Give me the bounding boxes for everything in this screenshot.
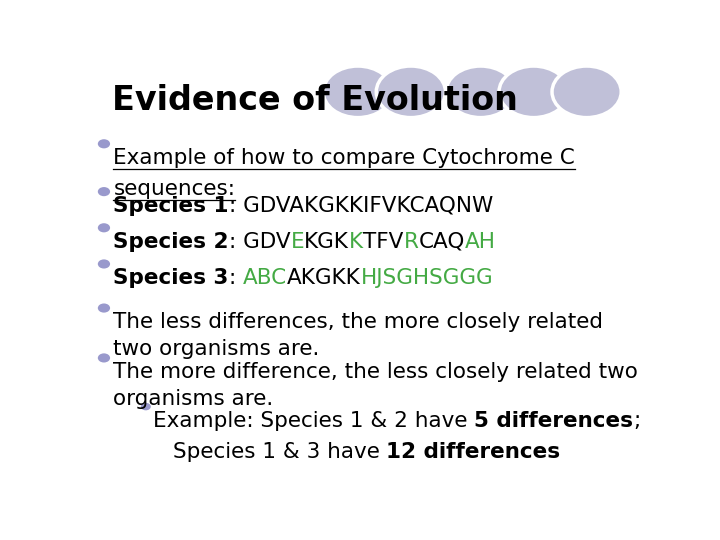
Circle shape bbox=[552, 66, 621, 118]
Text: Species 1: Species 1 bbox=[114, 196, 229, 216]
Text: HJSGHSGGG: HJSGHSGGG bbox=[361, 268, 493, 288]
Text: Evidence of Evolution: Evidence of Evolution bbox=[112, 84, 518, 117]
Circle shape bbox=[98, 353, 110, 362]
Text: KGK: KGK bbox=[304, 232, 349, 252]
Text: The more difference, the less closely related two
organisms are.: The more difference, the less closely re… bbox=[114, 362, 639, 409]
Text: : GDVAKGKKIFVKCAQNW: : GDVAKGKKIFVKCAQNW bbox=[229, 196, 493, 216]
Circle shape bbox=[98, 303, 110, 313]
Text: K: K bbox=[349, 232, 363, 252]
Text: TFV: TFV bbox=[363, 232, 404, 252]
Text: :: : bbox=[229, 268, 243, 288]
Text: sequences:: sequences: bbox=[114, 179, 235, 199]
Text: E: E bbox=[291, 232, 304, 252]
Circle shape bbox=[323, 66, 392, 118]
Circle shape bbox=[98, 259, 110, 268]
Text: 5 differences: 5 differences bbox=[474, 411, 634, 431]
Text: The less differences, the more closely related
two organisms are.: The less differences, the more closely r… bbox=[114, 312, 603, 360]
Text: Species 1 & 3 have: Species 1 & 3 have bbox=[173, 442, 387, 462]
Text: Example of how to compare Cytochrome C: Example of how to compare Cytochrome C bbox=[114, 148, 575, 168]
Circle shape bbox=[446, 66, 516, 118]
Text: : GDV: : GDV bbox=[229, 232, 291, 252]
Text: R: R bbox=[404, 232, 418, 252]
Text: 12 differences: 12 differences bbox=[387, 442, 560, 462]
Circle shape bbox=[98, 139, 110, 148]
Text: Species 3: Species 3 bbox=[114, 268, 229, 288]
Text: CAQ: CAQ bbox=[418, 232, 465, 252]
Circle shape bbox=[98, 187, 110, 196]
Text: ABC: ABC bbox=[243, 268, 287, 288]
Text: Species 2: Species 2 bbox=[114, 232, 229, 252]
Circle shape bbox=[141, 403, 150, 410]
Text: ;: ; bbox=[634, 411, 641, 431]
Circle shape bbox=[377, 66, 446, 118]
Circle shape bbox=[499, 66, 568, 118]
Text: Example: Species 1 & 2 have: Example: Species 1 & 2 have bbox=[153, 411, 474, 431]
Circle shape bbox=[98, 223, 110, 232]
Text: AH: AH bbox=[465, 232, 496, 252]
Text: AKGKK: AKGKK bbox=[287, 268, 361, 288]
